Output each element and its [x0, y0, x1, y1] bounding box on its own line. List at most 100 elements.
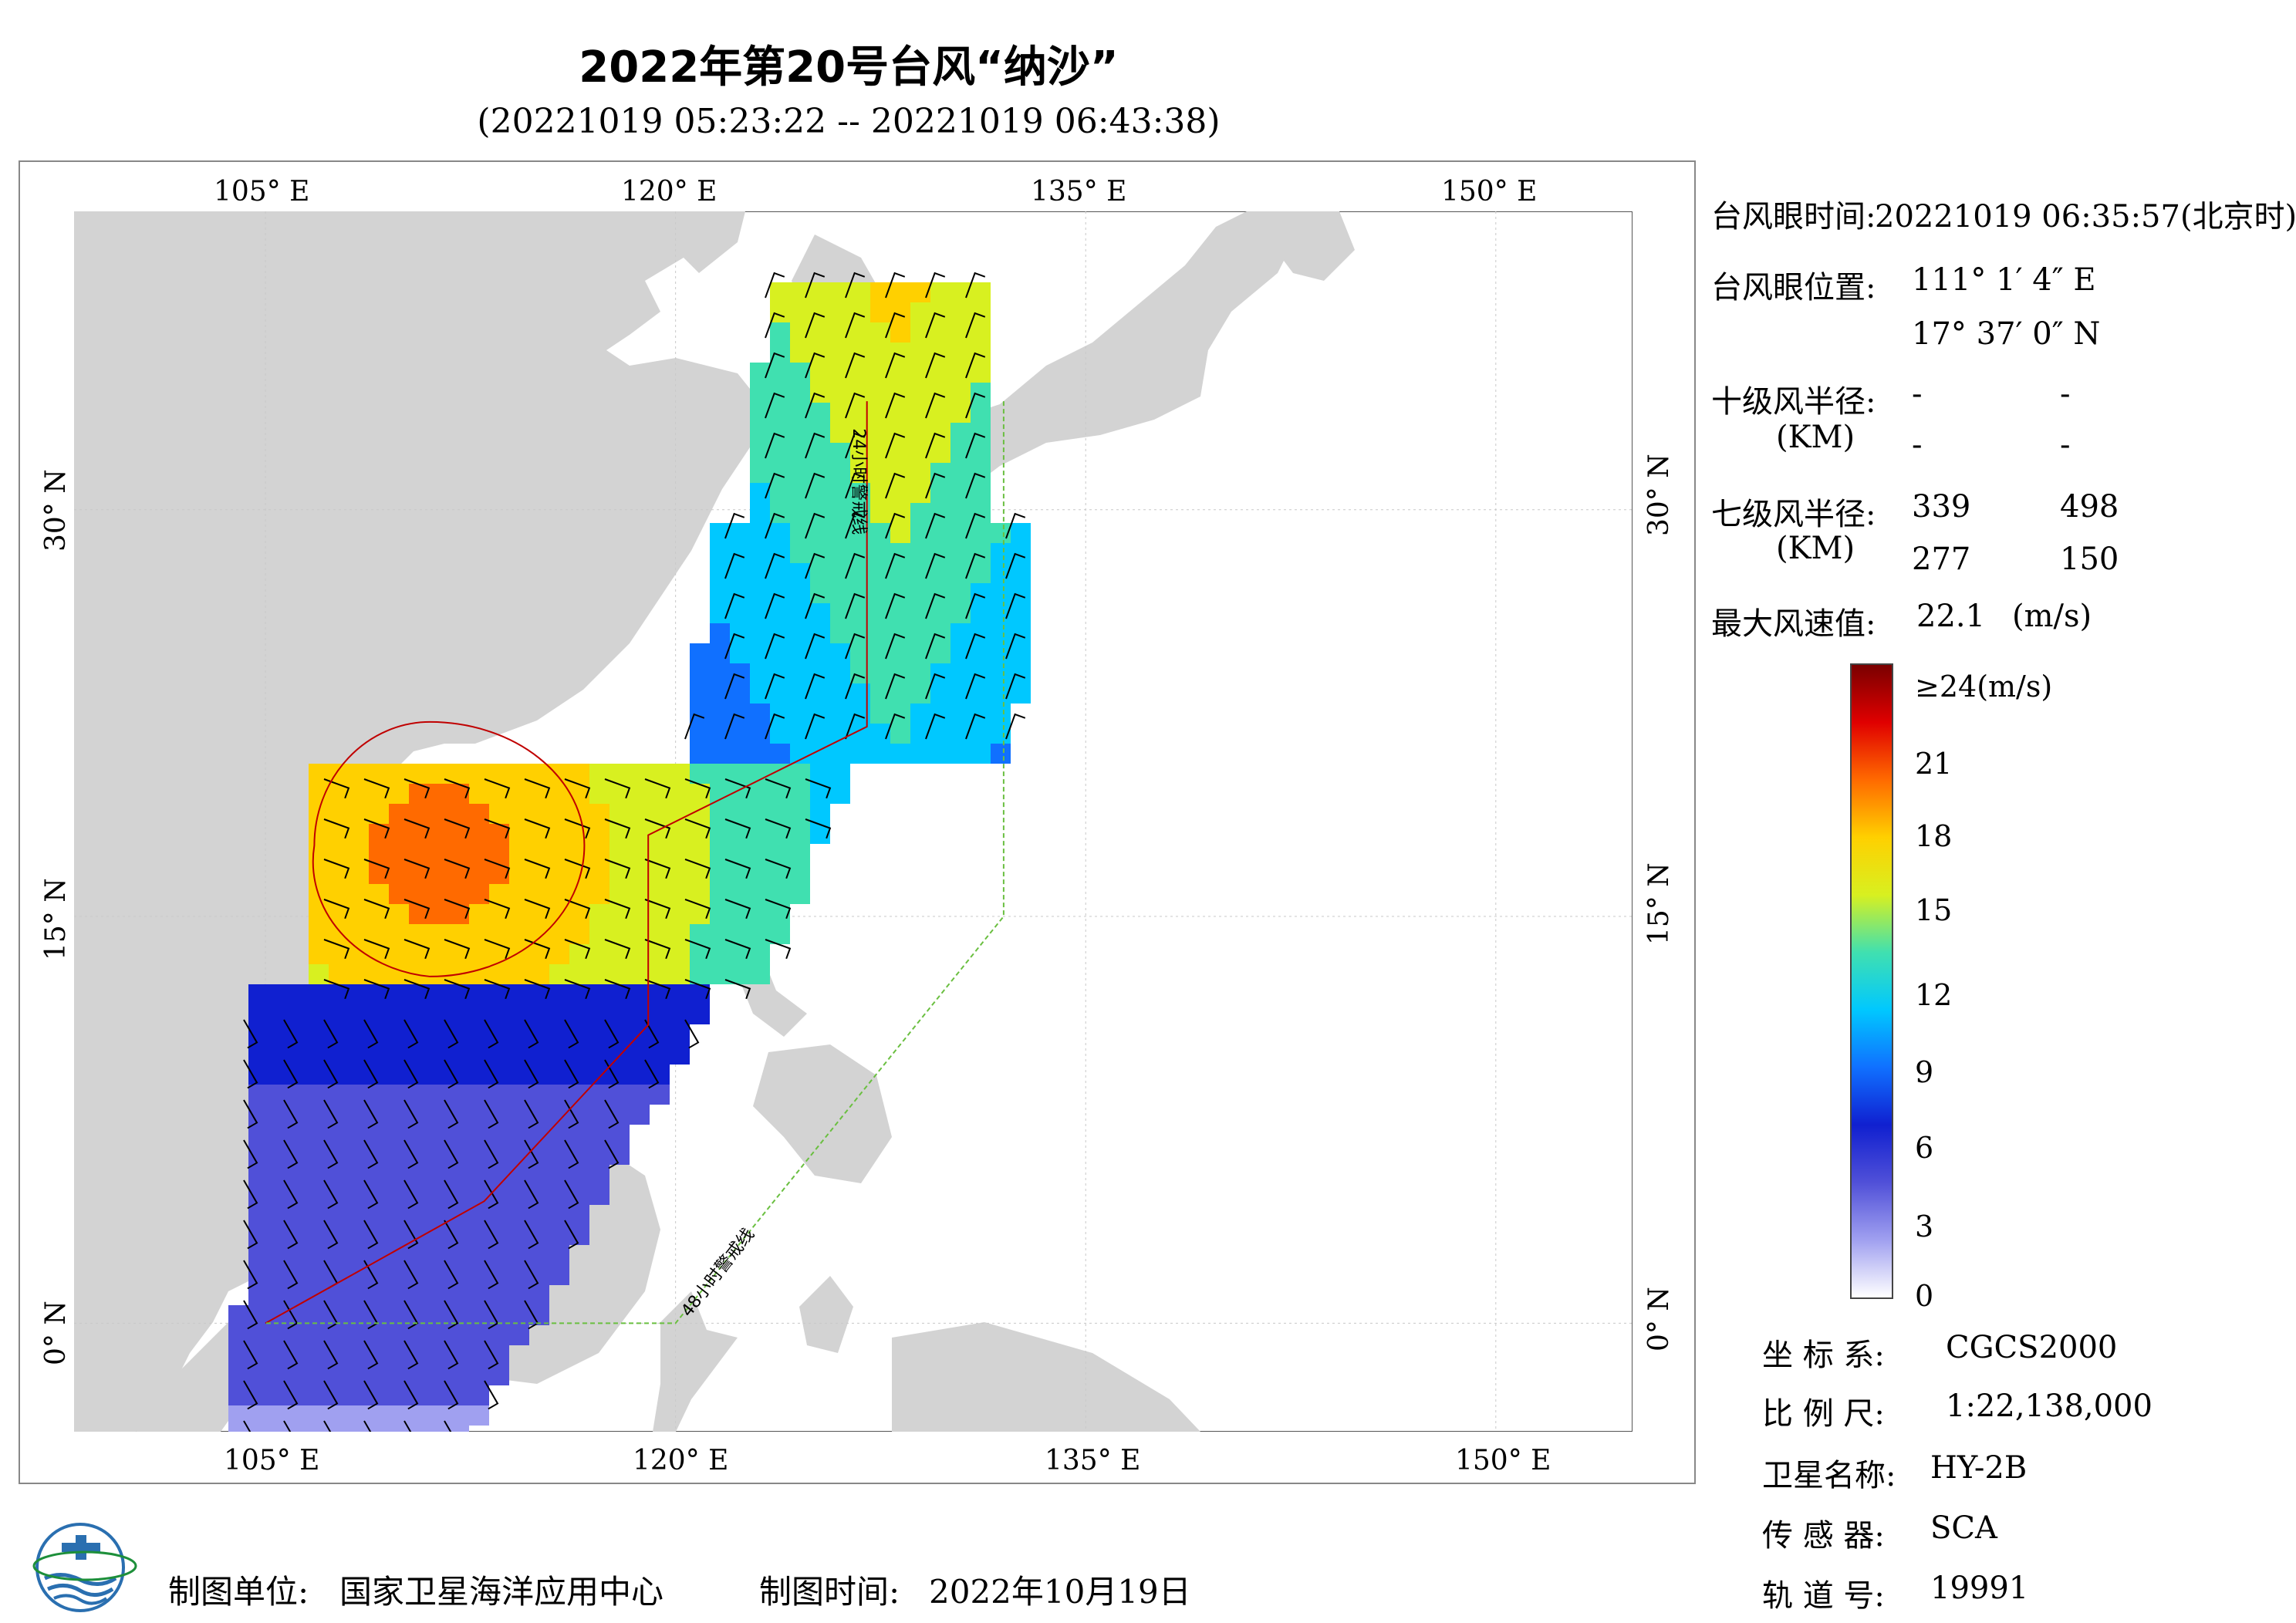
wind-cell [810, 302, 830, 322]
wind-cell [389, 1185, 409, 1205]
wind-cell [750, 583, 770, 603]
wind-cell [349, 1185, 369, 1205]
wind-cell [971, 322, 991, 342]
wind-barb [243, 1139, 258, 1169]
wind-barb [604, 939, 631, 960]
lon-label-top-120: 120° E [621, 176, 718, 208]
wind-cell [349, 1024, 369, 1044]
wind-cell [268, 1265, 289, 1285]
wind-cell [449, 1365, 469, 1385]
wind-cell [750, 784, 770, 804]
wind-barb [965, 432, 986, 459]
wind-barb [283, 1059, 299, 1089]
wind-barb [484, 818, 511, 839]
colorbar-label-15: 15 [1915, 893, 1953, 927]
r10-unit: (KM) [1776, 420, 1855, 455]
wind-cell [248, 1004, 268, 1024]
colorbar-label-12: 12 [1915, 978, 1953, 1012]
wind-cell [790, 623, 810, 643]
wind-barb [805, 312, 826, 339]
wind-cell [469, 1065, 489, 1085]
wind-barb [323, 1220, 339, 1250]
wind-barb [484, 778, 511, 799]
sensor-value: SCA [1930, 1510, 1997, 1546]
sensor-label: 传 感 器: [1762, 1518, 1885, 1554]
wind-barb [1005, 633, 1026, 660]
land-philippines-south [753, 1044, 892, 1183]
wind-cell [349, 864, 369, 884]
wind-cell [890, 423, 910, 443]
wind-cell [509, 1024, 529, 1044]
orbit-label: 轨 道 号: [1762, 1578, 1885, 1614]
wind-cell [329, 1004, 349, 1024]
wind-cell [770, 543, 790, 563]
wind-cell [389, 1024, 409, 1044]
wind-barb [925, 592, 946, 619]
wind-cell [489, 1205, 509, 1225]
wind-cell [930, 583, 950, 603]
wind-barb [524, 1179, 539, 1210]
wind-cell [971, 463, 991, 483]
wind-cell [329, 1125, 349, 1145]
max-wind-label: 最大风速值: [1711, 606, 1876, 642]
wind-cell [349, 1225, 369, 1245]
wind-cell [790, 804, 810, 824]
wind-barb [604, 778, 631, 799]
wind-cell [389, 924, 409, 944]
wind-cell [950, 423, 971, 443]
wind-barb [564, 979, 591, 1000]
wind-cell [730, 623, 750, 643]
wind-cell [770, 483, 790, 503]
wind-barb [925, 272, 946, 299]
wind-barb [765, 818, 792, 839]
wind-cell [389, 904, 409, 924]
wind-cell [950, 463, 971, 483]
wind-barb [403, 1179, 419, 1210]
wind-cell [670, 924, 690, 944]
wind-cell [1011, 523, 1031, 543]
wind-cell [609, 884, 630, 904]
wind-cell [770, 844, 790, 864]
wind-cell [389, 1265, 409, 1285]
wind-cell [630, 1085, 650, 1105]
wind-barb [564, 1179, 579, 1210]
wind-cell [509, 824, 529, 844]
wind-cell [529, 804, 549, 824]
wind-cell [248, 1325, 268, 1345]
wind-cell [329, 1426, 349, 1432]
wind-cell [409, 764, 429, 784]
wind-cell [971, 683, 991, 704]
wind-cell [589, 1185, 609, 1205]
wind-barb [925, 633, 946, 660]
wind-cell [930, 403, 950, 423]
wind-cell [730, 543, 750, 563]
wind-cell [971, 603, 991, 623]
wind-cell [790, 764, 810, 784]
wind-cell [369, 1405, 389, 1426]
wind-barb [363, 939, 390, 960]
wind-barb [403, 1340, 419, 1370]
wind-cell [991, 663, 1011, 683]
wind-cell [690, 683, 710, 704]
colorbar-label-0: 0 [1915, 1279, 1934, 1313]
wind-cell [630, 904, 650, 924]
wind-cell [670, 804, 690, 824]
wind-cell [950, 503, 971, 523]
wind-cell [730, 523, 750, 543]
wind-barb [363, 979, 390, 1000]
wind-cell [650, 1004, 670, 1024]
wind-barb [1005, 592, 1026, 619]
wind-cell [469, 1024, 489, 1044]
wind-cell [870, 342, 890, 363]
wind-cell [389, 1105, 409, 1125]
wind-cell [810, 804, 830, 824]
wind-cell [589, 864, 609, 884]
wind-cell [630, 784, 650, 804]
wind-cell [268, 984, 289, 1004]
wind-barb [684, 778, 711, 799]
wind-cell [449, 1285, 469, 1305]
wind-barb [925, 673, 946, 700]
wind-barb [765, 552, 785, 579]
wind-barb [363, 1179, 379, 1210]
wind-barb [805, 778, 832, 799]
